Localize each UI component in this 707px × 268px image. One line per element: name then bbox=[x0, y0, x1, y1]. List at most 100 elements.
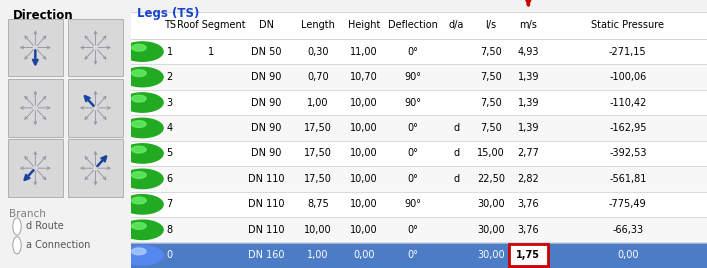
Text: 11,00: 11,00 bbox=[351, 47, 378, 57]
Text: 10,70: 10,70 bbox=[350, 72, 378, 82]
Text: a Connection: a Connection bbox=[26, 240, 90, 250]
Text: 8: 8 bbox=[167, 225, 173, 235]
Circle shape bbox=[132, 172, 146, 178]
Text: 6: 6 bbox=[167, 174, 173, 184]
Text: 1: 1 bbox=[209, 47, 214, 57]
Bar bbox=[131, 166, 707, 192]
Text: 5: 5 bbox=[167, 148, 173, 158]
Text: 2: 2 bbox=[167, 72, 173, 82]
Text: 10,00: 10,00 bbox=[351, 174, 378, 184]
Text: 0°: 0° bbox=[408, 250, 419, 260]
Circle shape bbox=[122, 118, 163, 138]
Bar bbox=[131, 39, 707, 64]
Text: -561,81: -561,81 bbox=[609, 174, 646, 184]
Text: 1,00: 1,00 bbox=[308, 250, 329, 260]
Text: 90°: 90° bbox=[404, 72, 421, 82]
Text: 0: 0 bbox=[167, 250, 173, 260]
Circle shape bbox=[132, 121, 146, 128]
Text: DN 90: DN 90 bbox=[251, 148, 281, 158]
Circle shape bbox=[122, 195, 163, 214]
Circle shape bbox=[122, 220, 163, 240]
Text: 7,50: 7,50 bbox=[480, 47, 502, 57]
Text: Direction: Direction bbox=[13, 9, 74, 23]
Text: DN 160: DN 160 bbox=[248, 250, 284, 260]
FancyBboxPatch shape bbox=[68, 139, 123, 197]
Text: 10,00: 10,00 bbox=[351, 123, 378, 133]
Text: 30,00: 30,00 bbox=[477, 250, 505, 260]
FancyBboxPatch shape bbox=[68, 19, 123, 76]
Text: 7,50: 7,50 bbox=[480, 123, 502, 133]
Text: DN 90: DN 90 bbox=[251, 123, 281, 133]
Text: 1,39: 1,39 bbox=[518, 123, 539, 133]
Text: 7,50: 7,50 bbox=[480, 98, 502, 107]
Text: 1,00: 1,00 bbox=[308, 98, 329, 107]
Text: 90°: 90° bbox=[404, 98, 421, 107]
Text: -110,42: -110,42 bbox=[609, 98, 646, 107]
Text: -775,49: -775,49 bbox=[609, 199, 647, 209]
Text: 15,00: 15,00 bbox=[477, 148, 505, 158]
Circle shape bbox=[132, 222, 146, 229]
Text: Branch: Branch bbox=[9, 209, 46, 219]
Text: d/a: d/a bbox=[449, 20, 464, 31]
Text: 30,00: 30,00 bbox=[477, 225, 505, 235]
Circle shape bbox=[132, 95, 146, 102]
Text: -162,95: -162,95 bbox=[609, 123, 646, 133]
Circle shape bbox=[13, 218, 21, 235]
Circle shape bbox=[122, 169, 163, 189]
Text: Height: Height bbox=[348, 20, 380, 31]
FancyBboxPatch shape bbox=[8, 19, 63, 76]
Text: Static Pressure: Static Pressure bbox=[591, 20, 665, 31]
Text: 7,50: 7,50 bbox=[480, 72, 502, 82]
Bar bbox=[131, 192, 707, 217]
Text: Legs (TS): Legs (TS) bbox=[136, 7, 199, 20]
Text: DN 110: DN 110 bbox=[248, 225, 284, 235]
Circle shape bbox=[132, 44, 146, 51]
Text: 0°: 0° bbox=[408, 47, 419, 57]
Text: 10,00: 10,00 bbox=[351, 98, 378, 107]
Text: 0,70: 0,70 bbox=[308, 72, 329, 82]
Text: 4,93: 4,93 bbox=[518, 47, 539, 57]
Text: 7: 7 bbox=[167, 199, 173, 209]
Text: 1,39: 1,39 bbox=[518, 98, 539, 107]
Text: 1: 1 bbox=[167, 47, 173, 57]
Text: DN 110: DN 110 bbox=[248, 174, 284, 184]
Text: 0°: 0° bbox=[408, 148, 419, 158]
Text: Roof Segment: Roof Segment bbox=[177, 20, 246, 31]
Text: 10,00: 10,00 bbox=[304, 225, 332, 235]
Text: 17,50: 17,50 bbox=[304, 148, 332, 158]
Text: d: d bbox=[453, 174, 460, 184]
Text: DN 90: DN 90 bbox=[251, 72, 281, 82]
Text: 4: 4 bbox=[167, 123, 173, 133]
Text: DN 50: DN 50 bbox=[251, 47, 281, 57]
Text: 3,76: 3,76 bbox=[518, 225, 539, 235]
Text: 0,00: 0,00 bbox=[354, 250, 375, 260]
Bar bbox=[131, 64, 707, 90]
Text: 0,30: 0,30 bbox=[308, 47, 329, 57]
Text: Deflection: Deflection bbox=[388, 20, 438, 31]
Circle shape bbox=[122, 245, 163, 265]
Text: DN 110: DN 110 bbox=[248, 199, 284, 209]
Text: m/s: m/s bbox=[520, 20, 537, 31]
Text: -392,53: -392,53 bbox=[609, 148, 646, 158]
Text: 0°: 0° bbox=[408, 174, 419, 184]
Text: 10,00: 10,00 bbox=[351, 199, 378, 209]
Text: 8,75: 8,75 bbox=[307, 199, 329, 209]
Circle shape bbox=[132, 248, 146, 255]
Text: l/s: l/s bbox=[486, 20, 496, 31]
Circle shape bbox=[122, 67, 163, 87]
Bar bbox=[131, 217, 707, 243]
Text: 3,76: 3,76 bbox=[518, 199, 539, 209]
Text: 2,82: 2,82 bbox=[518, 174, 539, 184]
Text: TS: TS bbox=[164, 20, 175, 31]
Text: 0,00: 0,00 bbox=[617, 250, 638, 260]
Circle shape bbox=[122, 144, 163, 163]
Circle shape bbox=[13, 237, 21, 254]
Text: d Route: d Route bbox=[26, 221, 64, 232]
Text: 30,00: 30,00 bbox=[477, 199, 505, 209]
FancyBboxPatch shape bbox=[68, 79, 123, 137]
Text: 17,50: 17,50 bbox=[304, 123, 332, 133]
FancyBboxPatch shape bbox=[509, 244, 548, 266]
Text: 10,00: 10,00 bbox=[351, 225, 378, 235]
Text: 22,50: 22,50 bbox=[477, 174, 505, 184]
Text: 2,77: 2,77 bbox=[518, 148, 539, 158]
